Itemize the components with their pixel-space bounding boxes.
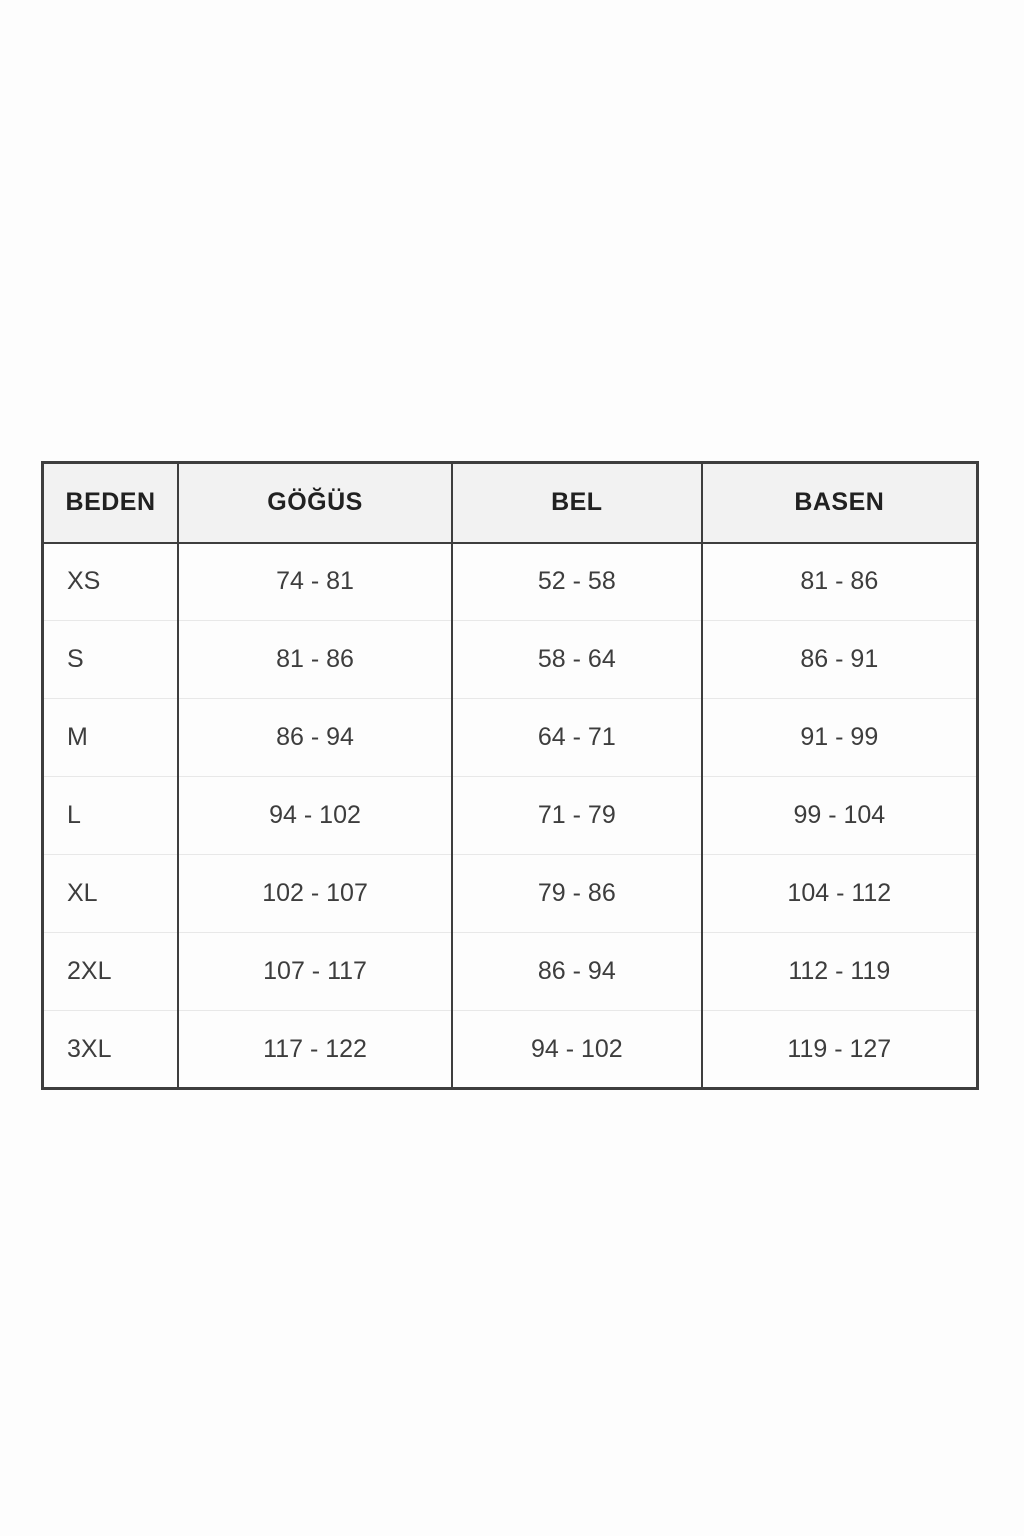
bel-cell: 79 - 86	[451, 854, 703, 933]
bel-cell: 94 - 102	[451, 1010, 703, 1089]
table-row-3xl: 3XL 117 - 122 94 - 102 119 - 127	[41, 1010, 979, 1089]
bel-cell: 64 - 71	[451, 698, 703, 777]
basen-cell: 91 - 99	[700, 698, 979, 777]
size-cell: L	[41, 776, 180, 855]
table-row-l: L 94 - 102 71 - 79 99 - 104	[41, 776, 979, 855]
basen-cell: 104 - 112	[700, 854, 979, 933]
gogus-cell: 107 - 117	[177, 932, 454, 1011]
basen-cell: 81 - 86	[700, 542, 979, 621]
col-header-basen: BASEN	[700, 462, 979, 544]
size-cell: 2XL	[41, 932, 180, 1011]
gogus-cell: 86 - 94	[177, 698, 454, 777]
table-row-xl: XL 102 - 107 79 - 86 104 - 112	[41, 854, 979, 933]
bel-cell: 71 - 79	[451, 776, 703, 855]
size-cell: 3XL	[41, 1010, 180, 1089]
bel-cell: 52 - 58	[451, 542, 703, 621]
table-row-s: S 81 - 86 58 - 64 86 - 91	[41, 620, 979, 699]
size-cell: M	[41, 698, 180, 777]
col-header-bel: BEL	[451, 462, 703, 544]
size-cell: S	[41, 620, 180, 699]
basen-cell: 99 - 104	[700, 776, 979, 855]
bel-cell: 58 - 64	[451, 620, 703, 699]
size-cell: XL	[41, 854, 180, 933]
header-row: BEDEN GÖĞÜS BEL BASEN	[41, 462, 979, 544]
col-header-beden: BEDEN	[41, 462, 180, 544]
gogus-cell: 74 - 81	[177, 542, 454, 621]
table-row-2xl: 2XL 107 - 117 86 - 94 112 - 119	[41, 932, 979, 1011]
table-row-xs: XS 74 - 81 52 - 58 81 - 86	[41, 542, 979, 621]
table-row-m: M 86 - 94 64 - 71 91 - 99	[41, 698, 979, 777]
col-header-gogus: GÖĞÜS	[177, 462, 454, 544]
basen-cell: 86 - 91	[700, 620, 979, 699]
basen-cell: 119 - 127	[700, 1010, 979, 1089]
size-cell: XS	[41, 542, 180, 621]
size-chart-table: BEDEN GÖĞÜS BEL BASEN XS 74 - 81 52 - 58…	[41, 461, 979, 1090]
gogus-cell: 102 - 107	[177, 854, 454, 933]
bel-cell: 86 - 94	[451, 932, 703, 1011]
gogus-cell: 81 - 86	[177, 620, 454, 699]
gogus-cell: 94 - 102	[177, 776, 454, 855]
gogus-cell: 117 - 122	[177, 1010, 454, 1089]
basen-cell: 112 - 119	[700, 932, 979, 1011]
